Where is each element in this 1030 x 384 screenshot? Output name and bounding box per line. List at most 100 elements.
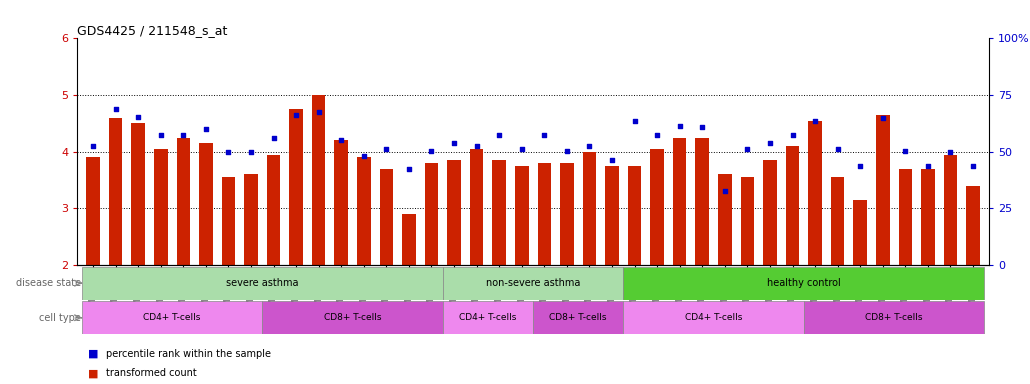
Point [152,132,169,138]
Text: CD4+ T-cells: CD4+ T-cells [143,313,201,322]
Point [784,132,800,138]
Text: CD4+ T-cells: CD4+ T-cells [685,313,743,322]
Bar [606,166,619,265]
Bar [357,157,371,265]
Bar [470,149,483,265]
Point [243,149,260,155]
Bar [515,166,528,265]
Text: transformed count: transformed count [106,368,197,378]
Bar [650,149,664,265]
Bar [718,174,731,265]
Text: GDS4425 / 211548_s_at: GDS4425 / 211548_s_at [77,24,228,37]
Bar [538,163,551,265]
Bar [109,118,123,265]
Text: ■: ■ [88,368,98,378]
Bar [335,140,348,265]
Bar [534,301,623,334]
Point [558,147,575,154]
Point [84,143,101,149]
Bar [763,160,777,265]
Text: severe asthma: severe asthma [226,278,299,288]
Point [401,166,417,172]
Bar [221,177,235,265]
Bar [81,267,443,300]
Point [717,188,733,194]
Bar [402,214,416,265]
Bar [424,163,438,265]
Point [130,114,146,120]
Point [310,109,327,115]
Point [762,140,779,146]
Bar [854,200,867,265]
Point [333,137,349,143]
Bar [244,174,258,265]
Bar [831,177,845,265]
Bar [966,186,980,265]
Bar [809,121,822,265]
Bar [267,154,280,265]
Point [694,124,711,131]
Bar [87,157,100,265]
Point [469,143,485,149]
Bar [943,154,957,265]
Point [740,146,756,152]
Bar [695,137,709,265]
Point [287,112,304,118]
Point [423,147,440,154]
Point [536,132,552,138]
Bar [263,301,443,334]
Point [626,118,643,124]
Point [355,153,372,159]
Bar [560,163,574,265]
Bar [623,267,985,300]
Point [920,163,936,169]
Point [446,140,462,146]
Bar [623,301,803,334]
Point [806,118,823,124]
Bar [312,95,325,265]
Bar [443,267,623,300]
Point [514,146,530,152]
Point [604,157,620,163]
Bar [132,123,145,265]
Text: percentile rank within the sample: percentile rank within the sample [106,349,271,359]
Point [649,132,665,138]
Text: CD8+ T-cells: CD8+ T-cells [323,313,381,322]
Point [107,106,124,112]
Point [198,126,214,132]
Point [175,132,192,138]
Point [220,149,237,155]
Point [266,134,282,141]
Bar [921,169,934,265]
Bar [289,109,303,265]
Point [942,149,959,155]
Bar [673,137,686,265]
Bar [176,137,191,265]
Bar [81,301,263,334]
Bar [153,149,168,265]
Text: disease state: disease state [15,278,80,288]
Text: healthy control: healthy control [767,278,840,288]
Point [829,146,846,152]
Bar [583,152,596,265]
Text: cell type: cell type [39,313,80,323]
Text: CD8+ T-cells: CD8+ T-cells [549,313,607,322]
Point [874,115,891,121]
Bar [443,301,534,334]
Point [897,147,914,154]
Point [965,163,982,169]
Point [672,123,688,129]
Text: ■: ■ [88,349,98,359]
Point [378,146,394,152]
Bar [876,115,890,265]
Bar [786,146,799,265]
Bar [199,143,212,265]
Bar [741,177,754,265]
Bar [380,169,393,265]
Text: non-severe asthma: non-severe asthma [486,278,580,288]
Point [852,163,868,169]
Bar [803,301,985,334]
Point [581,143,597,149]
Text: CD4+ T-cells: CD4+ T-cells [459,313,517,322]
Bar [898,169,913,265]
